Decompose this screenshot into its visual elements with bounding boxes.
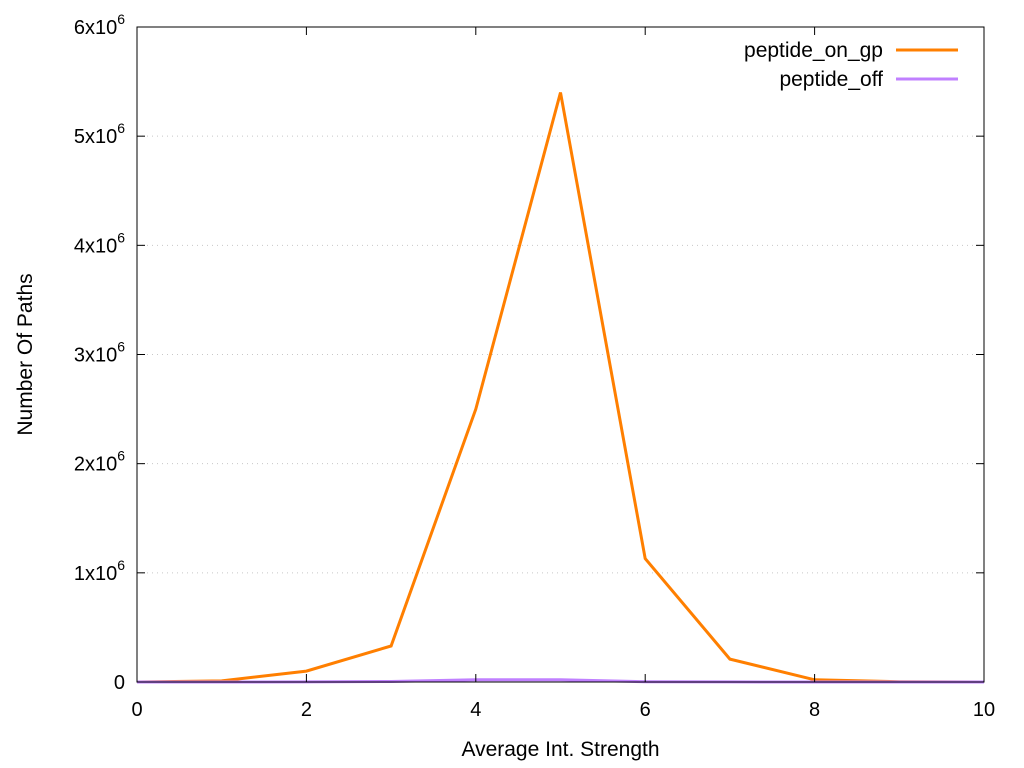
x-tick-label: 6 xyxy=(640,699,651,721)
legend-label: peptide_off xyxy=(779,68,883,91)
x-tick-label: 10 xyxy=(973,699,995,721)
series-layer xyxy=(136,92,985,684)
y-tick-label: 4x106 xyxy=(74,229,125,257)
x-tick-labels: 0 2 4 6 8 10 xyxy=(131,699,995,721)
series-line-peptide-on-gp xyxy=(136,92,985,684)
y-tick-label: 5x106 xyxy=(74,120,125,148)
x-tick-label: 4 xyxy=(470,699,481,721)
y-tick-label: 2x106 xyxy=(74,448,125,476)
axis-ticks xyxy=(136,26,985,683)
legend: peptide_on_gp peptide_off xyxy=(744,39,958,91)
y-tick-label: 3x106 xyxy=(74,339,125,367)
legend-label: peptide_on_gp xyxy=(744,39,883,62)
y-tick-label: 6x106 xyxy=(74,11,125,39)
x-tick-label: 0 xyxy=(131,699,142,721)
x-tick-label: 8 xyxy=(809,699,820,721)
x-tick-label: 2 xyxy=(301,699,312,721)
grid-lines xyxy=(137,135,984,574)
x-axis-title: Average Int. Strength xyxy=(461,738,659,761)
y-tick-label: 1x106 xyxy=(74,557,125,585)
plot-frame xyxy=(136,26,985,683)
y-tick-labels: 0 1x106 2x106 3x106 4x106 5x106 6x106 xyxy=(74,11,125,694)
y-axis-title: Number Of Paths xyxy=(14,273,37,435)
y-tick-label: 0 xyxy=(114,672,125,694)
